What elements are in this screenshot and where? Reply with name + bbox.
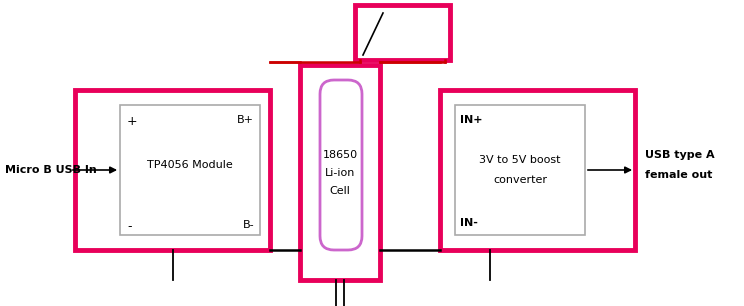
Text: 3V to 5V boost: 3V to 5V boost <box>479 155 561 165</box>
Text: 18650: 18650 <box>322 150 358 160</box>
Bar <box>75 90 270 250</box>
Text: Switch: Switch <box>383 35 420 45</box>
Text: female out: female out <box>645 170 712 180</box>
Bar <box>355 5 450 60</box>
Bar <box>300 65 380 280</box>
Text: B+: B+ <box>237 115 254 125</box>
Text: Cell: Cell <box>330 186 350 196</box>
Text: Li-ion: Li-ion <box>325 168 355 178</box>
Text: USB type A: USB type A <box>645 150 715 160</box>
Text: converter: converter <box>493 175 547 185</box>
Bar <box>455 105 585 235</box>
Bar <box>440 90 635 250</box>
Text: +: + <box>127 115 138 128</box>
Bar <box>120 105 260 235</box>
Text: IN+: IN+ <box>460 115 483 125</box>
Text: -: - <box>127 220 132 233</box>
FancyBboxPatch shape <box>320 80 362 250</box>
Text: B-: B- <box>243 220 254 230</box>
Text: TP4056 Module: TP4056 Module <box>147 160 233 170</box>
Text: Micro B USB In: Micro B USB In <box>5 165 97 175</box>
Text: Slide: Slide <box>388 18 416 28</box>
Text: IN-: IN- <box>460 218 478 228</box>
